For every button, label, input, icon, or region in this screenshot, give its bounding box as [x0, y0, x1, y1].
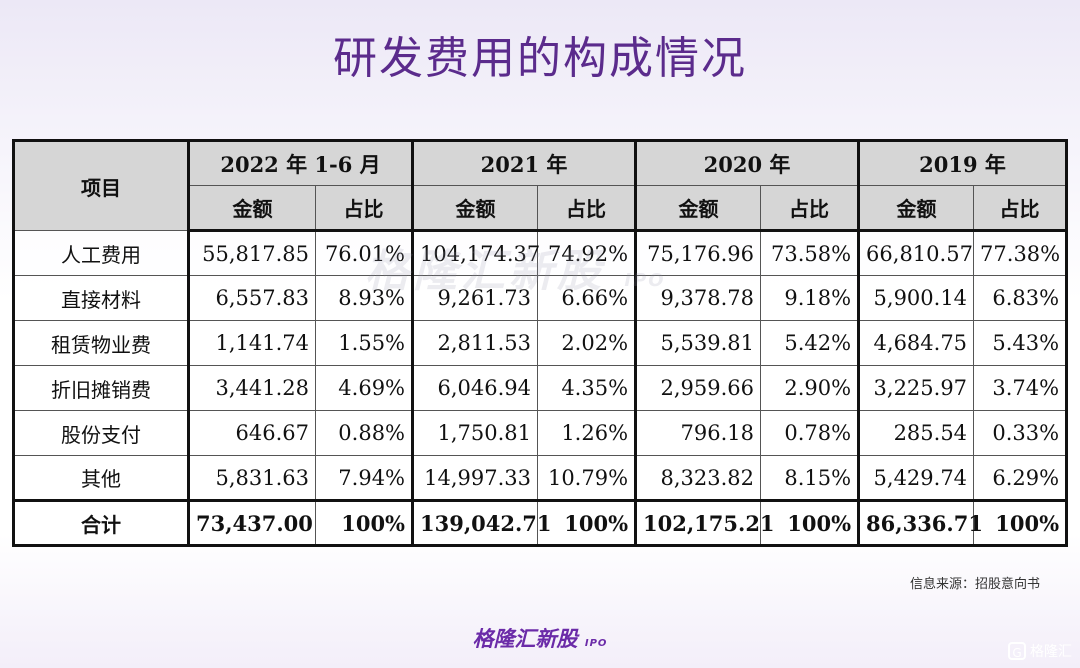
row-label: 合计: [13, 499, 190, 546]
table-row: 直接材料 6,557.83 8.93% 9,261.73 6.66% 9,378.78 9.…: [13, 275, 1068, 321]
ratio-cell: 7.94%: [314, 455, 415, 501]
amount-cell: 6,557.83: [188, 275, 316, 321]
amount-cell: 1,750.81: [412, 410, 539, 456]
badge-label: 格隆汇: [1030, 644, 1072, 660]
amount-cell: 86,336.71: [858, 499, 983, 546]
ratio-header: 占比: [537, 185, 638, 232]
ratio-cell: 4.69%: [314, 365, 415, 411]
amount-header: 金额: [188, 185, 316, 232]
ratio-cell: 73.58%: [760, 230, 861, 276]
amount-cell: 66,810.57: [858, 230, 975, 276]
ratio-cell: 1.26%: [537, 410, 638, 456]
period-header: 2022 年 1-6 月: [187, 140, 415, 186]
corner-badge: G 格隆汇: [1008, 641, 1072, 661]
amount-cell: 104,174.37: [412, 230, 540, 276]
amount-cell: 73,437.00: [188, 499, 316, 546]
brand-g-icon: G: [1008, 642, 1026, 660]
amount-cell: 3,441.28: [188, 365, 316, 411]
ratio-cell: 76.01%: [314, 230, 415, 276]
amount-header: 金额: [635, 185, 762, 232]
amount-cell: 5,539.81: [635, 320, 762, 366]
ratio-cell: 100%: [760, 499, 861, 546]
ratio-cell: 5.42%: [760, 320, 861, 366]
period-header-row: 项目 2022 年 1-6 月 2021 年 2020 年 2019 年: [13, 140, 1068, 231]
brand-logo: 格隆汇新股 IPO: [472, 627, 608, 651]
ratio-cell: 74.92%: [537, 230, 638, 276]
amount-cell: 102,175.21: [635, 499, 775, 546]
item-header: 项目: [13, 140, 190, 231]
amount-cell: 2,959.66: [635, 365, 762, 411]
amount-cell: 796.18: [635, 410, 762, 456]
amount-cell: 9,378.78: [635, 275, 762, 321]
ratio-header: 占比: [314, 185, 415, 232]
ratio-cell: 0.78%: [760, 410, 861, 456]
amount-cell: 6,046.94: [412, 365, 539, 411]
ratio-cell: 6.83%: [973, 275, 1068, 321]
ratio-cell: 5.43%: [973, 320, 1068, 366]
ratio-cell: 2.02%: [537, 320, 638, 366]
ratio-header: 占比: [973, 185, 1068, 232]
ratio-cell: 0.33%: [973, 410, 1068, 456]
table-row: 折旧摊销费 3,441.28 4.69% 6,046.94 4.35% 2,959.66 2…: [13, 365, 1068, 411]
amount-cell: 9,261.73: [412, 275, 539, 321]
ratio-cell: 3.74%: [973, 365, 1068, 411]
amount-cell: 5,429.74: [858, 455, 975, 501]
source-note: 信息来源：招股意向书: [909, 577, 1040, 592]
ratio-cell: 8.15%: [760, 455, 861, 501]
amount-cell: 4,684.75: [858, 320, 975, 366]
period-header: 2019 年: [858, 140, 1068, 186]
amount-cell: 285.54: [858, 410, 975, 456]
amount-header: 金额: [412, 185, 539, 232]
row-label: 折旧摊销费: [13, 365, 190, 411]
amount-header: 金额: [858, 185, 975, 232]
amount-cell: 75,176.96: [635, 230, 762, 276]
ratio-cell: 9.18%: [760, 275, 861, 321]
amount-cell: 5,831.63: [188, 455, 316, 501]
page-title: 研发费用的构成情况: [333, 33, 747, 84]
ratio-cell: 2.90%: [760, 365, 861, 411]
amount-cell: 1,141.74: [188, 320, 316, 366]
table-row: 人工费用 55,817.85 76.01% 104,174.37 74.92% 75,17…: [13, 230, 1068, 276]
ratio-cell: 10.79%: [537, 455, 638, 501]
ratio-cell: 100%: [973, 499, 1068, 546]
ratio-cell: 1.55%: [314, 320, 415, 366]
sub-header-row: 金额 占比 金额 占比 金额 占比 金额 占比: [14, 185, 1068, 232]
amount-cell: 14,997.33: [412, 455, 539, 501]
row-label: 其他: [13, 455, 190, 501]
ratio-cell: 6.66%: [537, 275, 638, 321]
ratio-header: 占比: [760, 185, 861, 232]
row-label: 人工费用: [13, 230, 190, 276]
period-header: 2020 年: [635, 140, 861, 186]
table-row: 股份支付 646.67 0.88% 1,750.81 1.26% 796.18 0.78% 2…: [13, 410, 1068, 456]
ratio-cell: 77.38%: [973, 230, 1068, 276]
amount-cell: 3,225.97: [858, 365, 975, 411]
total-row: 合计 73,437.00 100% 139,042.71 100% 102,175.21 1…: [13, 499, 1068, 546]
ratio-cell: 8.93%: [314, 275, 415, 321]
ratio-cell: 4.35%: [537, 365, 638, 411]
ratio-cell: 0.88%: [314, 410, 415, 456]
table-row: 租赁物业费 1,141.74 1.55% 2,811.53 2.02% 5,539.81 5…: [13, 320, 1068, 366]
amount-cell: 646.67: [188, 410, 316, 456]
amount-cell: 8,323.82: [635, 455, 762, 501]
amount-cell: 55,817.85: [188, 230, 316, 276]
amount-cell: 5,900.14: [858, 275, 975, 321]
ratio-cell: 6.29%: [973, 455, 1068, 501]
row-label: 直接材料: [13, 275, 190, 321]
amount-cell: 2,811.53: [412, 320, 539, 366]
row-label: 租赁物业费: [13, 320, 190, 366]
row-label: 股份支付: [13, 410, 190, 456]
amount-cell: 139,042.71: [412, 499, 552, 546]
ratio-cell: 100%: [314, 499, 415, 546]
period-header: 2021 年: [412, 140, 638, 186]
ratio-cell: 100%: [537, 499, 638, 546]
table-row: 其他 5,831.63 7.94% 14,997.33 10.79% 8,323.82 8.…: [13, 455, 1068, 501]
rd-expense-table: 项目 2022 年 1-6 月 2021 年 2020 年 2019 年 金额 …: [12, 139, 1069, 547]
